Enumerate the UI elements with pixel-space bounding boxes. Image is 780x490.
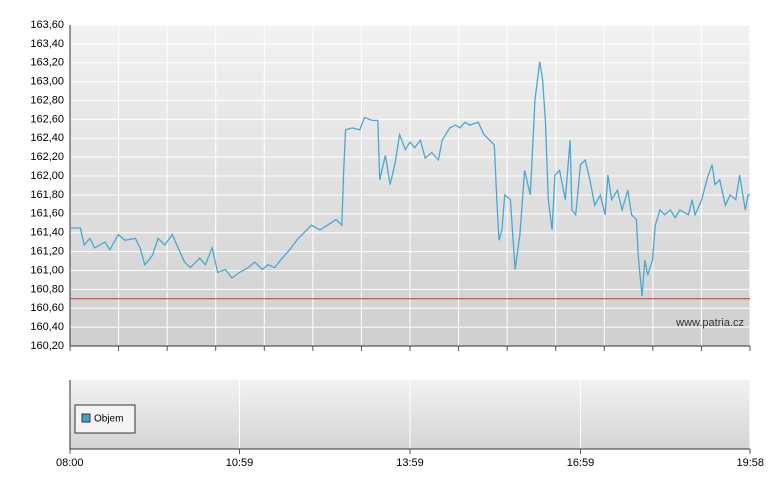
y-tick-label: 162,20 bbox=[30, 151, 64, 163]
y-tick-label: 163,60 bbox=[30, 19, 64, 31]
y-tick-label: 160,80 bbox=[30, 283, 64, 295]
y-tick-label: 161,40 bbox=[30, 227, 64, 239]
y-tick-label: 160,20 bbox=[30, 340, 64, 352]
x-tick-label: 13:59 bbox=[396, 457, 424, 469]
x-tick-label: 16:59 bbox=[567, 457, 595, 469]
y-tick-label: 161,60 bbox=[30, 208, 64, 220]
y-tick-label: 162,00 bbox=[30, 170, 64, 182]
y-tick-label: 163,20 bbox=[30, 57, 64, 69]
watermark: www.patria.cz bbox=[675, 317, 744, 329]
y-tick-label: 161,20 bbox=[30, 245, 64, 257]
y-tick-label: 162,80 bbox=[30, 94, 64, 106]
y-tick-label: 163,40 bbox=[30, 38, 64, 50]
y-tick-label: 160,40 bbox=[30, 321, 64, 333]
x-tick-label: 08:00 bbox=[56, 457, 84, 469]
legend-swatch bbox=[81, 413, 91, 423]
legend-label: Objem bbox=[94, 414, 123, 425]
y-tick-label: 162,40 bbox=[30, 132, 64, 144]
y-tick-label: 163,00 bbox=[30, 76, 64, 88]
y-tick-label: 160,60 bbox=[30, 302, 64, 314]
x-tick-label: 19:58 bbox=[736, 457, 764, 469]
price-line bbox=[70, 61, 750, 297]
y-tick-label: 161,80 bbox=[30, 189, 64, 201]
x-tick-label: 10:59 bbox=[226, 457, 254, 469]
y-tick-label: 162,60 bbox=[30, 113, 64, 125]
y-tick-label: 161,00 bbox=[30, 264, 64, 276]
